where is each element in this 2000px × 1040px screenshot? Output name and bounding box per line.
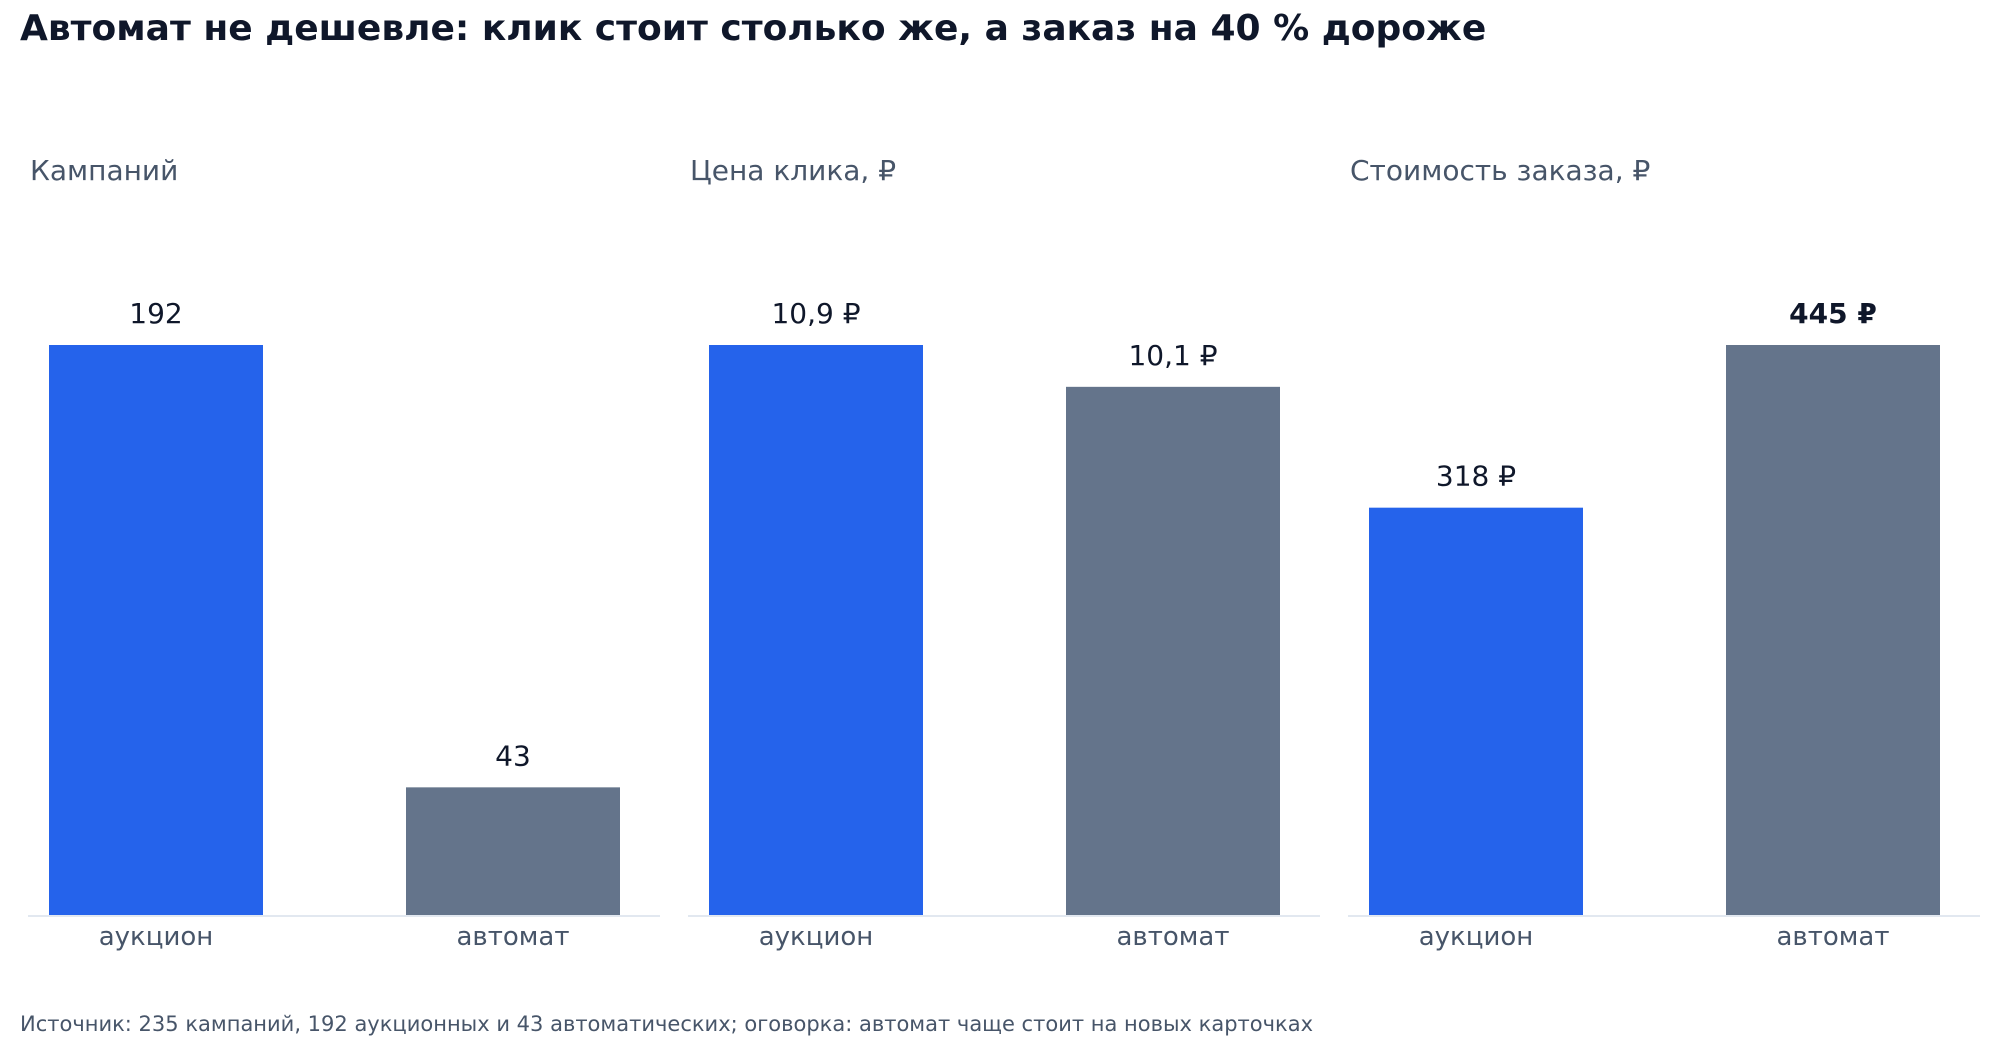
order-cost-chart: 318 ₽ аукцион 445 ₽ автомат	[1348, 297, 1980, 952]
value-label: 10,9 ₽	[771, 297, 860, 330]
x-tick-label: автомат	[456, 922, 569, 952]
value-label: 10,1 ₽	[1128, 339, 1217, 372]
source-note: Источник: 235 кампаний, 192 аукционных и…	[20, 1012, 1314, 1036]
x-tick-label: аукцион	[759, 922, 874, 952]
x-tick-label: автомат	[1776, 922, 1889, 952]
x-tick-label: аукцион	[1419, 922, 1534, 952]
chart-title: Автомат не дешевле: клик стоит столько ж…	[20, 8, 1487, 49]
panel-title: Кампаний	[30, 154, 179, 187]
panel-title: Цена клика, ₽	[690, 154, 897, 187]
bar-auto	[1066, 386, 1280, 916]
bar-auction	[1369, 507, 1583, 915]
x-tick-label: аукцион	[99, 922, 214, 952]
bar-auction	[49, 345, 263, 915]
value-label: 192	[129, 297, 182, 330]
campaigns-chart: 192 аукцион 43 автомат	[28, 297, 660, 952]
value-label: 43	[495, 739, 531, 772]
bar-auto	[406, 787, 620, 915]
panel-order-cost: Стоимость заказа, ₽ 318 ₽ аукцион 445 ₽ авт…	[1340, 140, 1980, 960]
panel-click-price: Цена клика, ₽ 10,9 ₽ аукцион 10,1 ₽ автомат	[680, 140, 1320, 960]
bar-auto	[1726, 345, 1940, 915]
x-tick-label: автомат	[1116, 922, 1229, 952]
bar-auction	[709, 345, 923, 915]
panel-campaigns: Кампаний 192 аукцион 43 автомат	[20, 140, 660, 960]
click-price-chart: 10,9 ₽ аукцион 10,1 ₽ автомат	[688, 297, 1320, 952]
value-label: 445 ₽	[1789, 297, 1877, 330]
panel-title: Стоимость заказа, ₽	[1350, 154, 1651, 187]
value-label: 318 ₽	[1436, 460, 1516, 493]
